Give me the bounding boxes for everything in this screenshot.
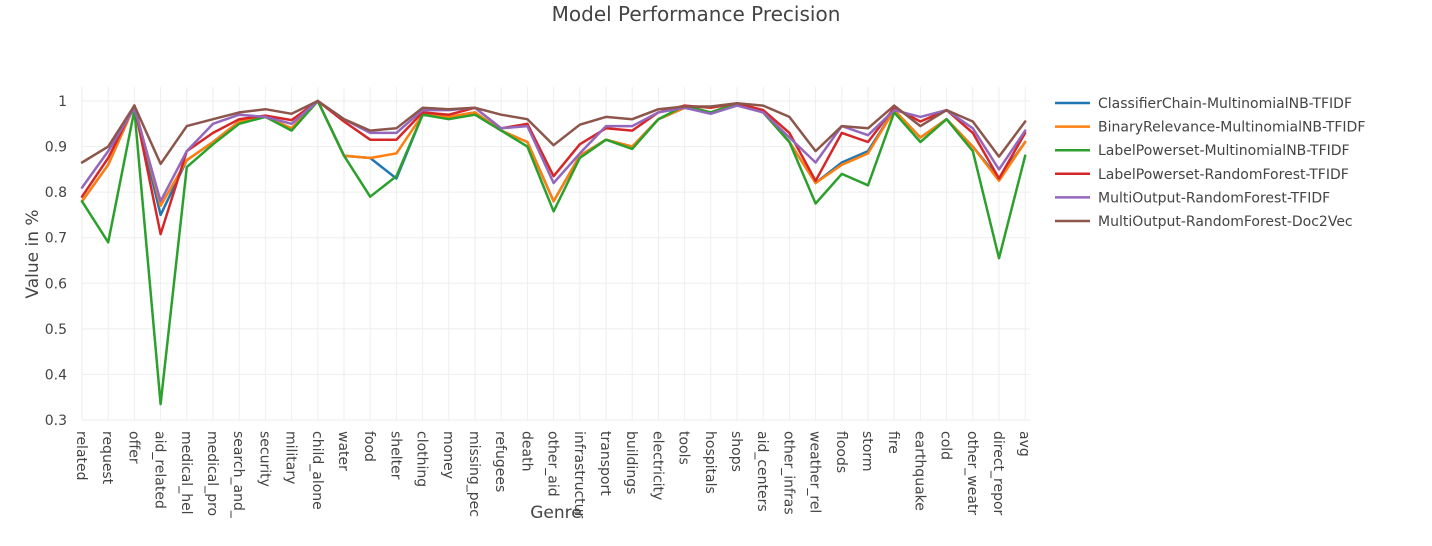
x-tick-label: other_aid	[545, 431, 561, 497]
x-tick-label: direct_repor	[990, 431, 1006, 516]
legend[interactable]: ClassifierChain-MultinomialNB-TFIDF Binar…	[1055, 96, 1365, 230]
y-tick-label: 0.7	[45, 231, 67, 247]
x-tick-label: infrastructur	[571, 431, 587, 518]
x-tick-label: buildings	[623, 431, 639, 494]
x-tick-label: fire	[885, 431, 901, 454]
x-tick-label: electricity	[649, 431, 665, 500]
legend-label[interactable]: LabelPowerset-RandomForest-TFIDF	[1098, 167, 1349, 183]
x-axis: related request offer aid_related medical_he…	[73, 431, 1032, 519]
x-tick-label: floods	[833, 431, 849, 473]
x-tick-label: child_alone	[309, 431, 325, 510]
series-line-6	[80, 99, 1027, 166]
x-tick-label: aid_related	[152, 431, 168, 509]
x-tick-label: transport	[597, 431, 613, 496]
y-tick-label: 0.6	[45, 276, 67, 292]
y-tick-label: 0.3	[45, 413, 67, 429]
x-tick-label: medical_hel	[178, 431, 194, 515]
x-tick-label: related	[73, 431, 89, 481]
grid	[81, 87, 1030, 421]
series-line-4	[80, 99, 1027, 236]
x-tick-label: earthquake	[911, 431, 927, 511]
x-tick-label: other_infras	[780, 431, 796, 515]
plot-area	[80, 99, 1027, 406]
y-tick-label: 0.4	[45, 367, 67, 383]
y-tick-label: 0.9	[45, 140, 67, 156]
x-tick-label: missing_pec	[466, 431, 482, 517]
legend-label[interactable]: MultiOutput-RandomForest-TFIDF	[1098, 190, 1330, 206]
x-tick-label: food	[361, 431, 377, 462]
x-tick-label: offer	[125, 431, 141, 464]
x-tick-label: avg	[1016, 431, 1032, 457]
x-tick-label: tools	[676, 431, 692, 465]
x-axis-title: Genre	[530, 503, 581, 523]
series-line-2	[80, 99, 1027, 208]
y-tick-label: 0.8	[45, 185, 67, 201]
x-tick-label: medical_pro	[204, 431, 220, 516]
x-tick-label: search_and_	[230, 431, 246, 519]
x-tick-label: cold	[938, 431, 954, 460]
x-tick-label: shops	[728, 431, 744, 472]
x-tick-label: military	[283, 431, 299, 484]
chart-title: Model Performance Precision	[552, 2, 841, 26]
legend-label[interactable]: BinaryRelevance-MultinomialNB-TFIDF	[1098, 120, 1365, 136]
x-tick-label: aid_centers	[754, 431, 770, 512]
y-tick-label: 1	[58, 94, 67, 110]
series-line-3	[80, 99, 1027, 406]
x-tick-label: refugees	[492, 431, 508, 492]
x-tick-label: money	[440, 431, 456, 479]
x-tick-label: death	[518, 431, 534, 471]
x-tick-label: water	[335, 431, 351, 471]
legend-label[interactable]: MultiOutput-RandomForest-Doc2Vec	[1098, 214, 1353, 230]
x-tick-label: request	[99, 431, 115, 485]
x-tick-label: hospitals	[702, 431, 718, 494]
x-tick-label: shelter	[387, 431, 403, 480]
x-tick-label: weather_rel	[807, 431, 823, 513]
series-line-5	[80, 99, 1027, 203]
x-tick-label: storm	[859, 431, 875, 472]
legend-label[interactable]: LabelPowerset-MultinomialNB-TFIDF	[1098, 143, 1350, 159]
legend-label[interactable]: ClassifierChain-MultinomialNB-TFIDF	[1098, 96, 1352, 112]
y-axis-title: Value in %	[23, 209, 43, 298]
y-axis: 0.3 0.4 0.5 0.6 0.7 0.8 0.9 1	[45, 94, 67, 429]
x-tick-label: security	[256, 431, 272, 487]
x-tick-label: other_weatr	[964, 431, 980, 515]
y-tick-label: 0.5	[45, 322, 67, 338]
x-tick-label: clothing	[414, 431, 430, 487]
